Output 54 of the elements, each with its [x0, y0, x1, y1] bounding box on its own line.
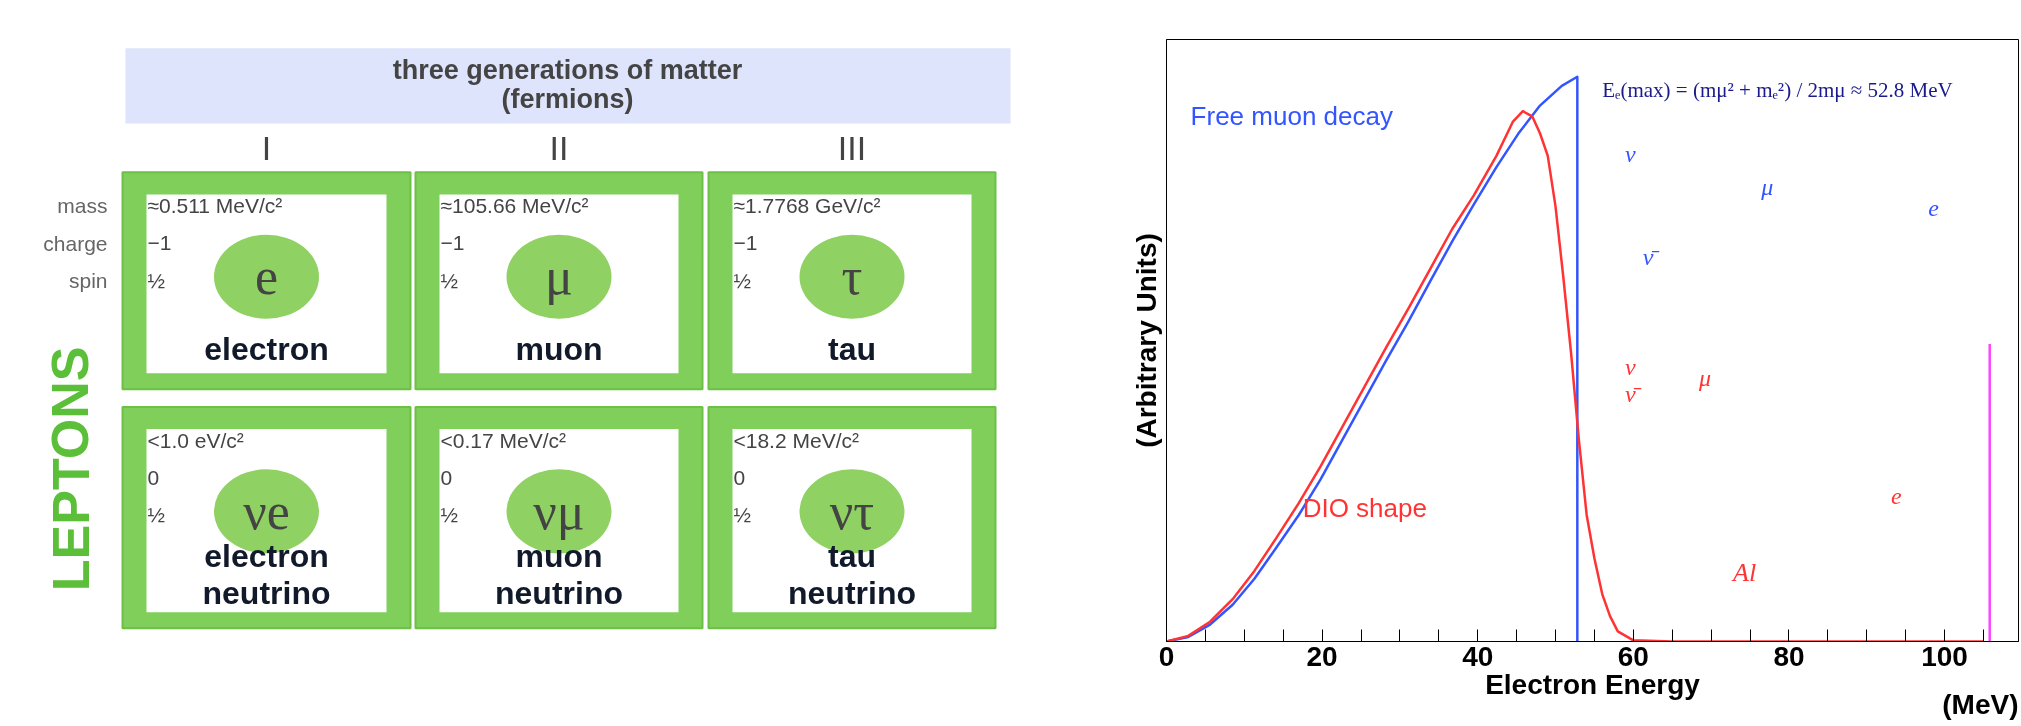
- text: ½: [733, 503, 752, 527]
- x-tick-label: 100: [1921, 640, 1968, 672]
- category-label: charge: [43, 231, 108, 255]
- category-label: mass: [57, 194, 108, 218]
- category-label: I: [261, 128, 272, 167]
- text: 0: [147, 465, 160, 489]
- annotation: ν: [1624, 354, 1636, 381]
- text: ½: [440, 268, 459, 292]
- annotation: ν̄: [1642, 244, 1660, 271]
- annotation: ν: [1624, 140, 1636, 167]
- annotation: e: [1891, 483, 1903, 510]
- text: ≈0.511 MeV/c²: [147, 194, 283, 218]
- annotation: Al: [1731, 557, 1757, 587]
- annotation: e: [1928, 195, 1940, 222]
- text: ½: [147, 503, 166, 527]
- text: μ: [545, 248, 573, 306]
- y-axis-title: (Arbitrary Units): [1130, 233, 1162, 448]
- text: LEPTONS: [41, 346, 100, 592]
- x-tick-label: 0: [1158, 640, 1175, 672]
- text: −1: [147, 231, 172, 255]
- text: (MeV): [1942, 688, 2019, 720]
- text: muon: [515, 331, 603, 368]
- series-label: DIO shape: [1302, 493, 1427, 524]
- text: ≈105.66 MeV/c²: [440, 194, 589, 218]
- text: νe: [243, 482, 290, 540]
- text: <0.17 MeV/c²: [440, 429, 566, 453]
- text: ντ: [829, 482, 875, 540]
- text: −1: [440, 231, 465, 255]
- text: three generations of matter (fermions): [392, 55, 743, 114]
- category-label: spin: [68, 268, 108, 292]
- text: −1: [733, 231, 758, 255]
- annotation: Eₑ(max) = (mμ² + mₑ²) / 2mμ ≈ 52.8 MeV: [1602, 77, 1953, 102]
- text: Free muon decay: [1190, 101, 1393, 132]
- text: 0: [440, 465, 453, 489]
- annotation: μ: [1760, 173, 1774, 200]
- text: tau: [828, 331, 876, 368]
- x-tick-label: 80: [1773, 640, 1805, 672]
- text: electron neutrino: [202, 537, 331, 611]
- category-label: III: [837, 128, 867, 167]
- text: 0: [733, 465, 746, 489]
- annotation: ν̄: [1624, 380, 1642, 407]
- text: ½: [147, 268, 166, 292]
- text: <18.2 MeV/c²: [733, 429, 859, 453]
- text: τ: [841, 248, 863, 306]
- text: e: [254, 248, 279, 306]
- text: ≈1.7768 GeV/c²: [733, 194, 881, 218]
- text: νμ: [533, 482, 585, 540]
- text: ½: [733, 268, 752, 292]
- annotation: μ: [1697, 365, 1711, 392]
- category-label: II: [549, 128, 569, 167]
- text: electron: [204, 331, 329, 368]
- text: <1.0 eV/c²: [147, 429, 244, 453]
- x-tick-label: 20: [1306, 640, 1338, 672]
- text: ½: [440, 503, 459, 527]
